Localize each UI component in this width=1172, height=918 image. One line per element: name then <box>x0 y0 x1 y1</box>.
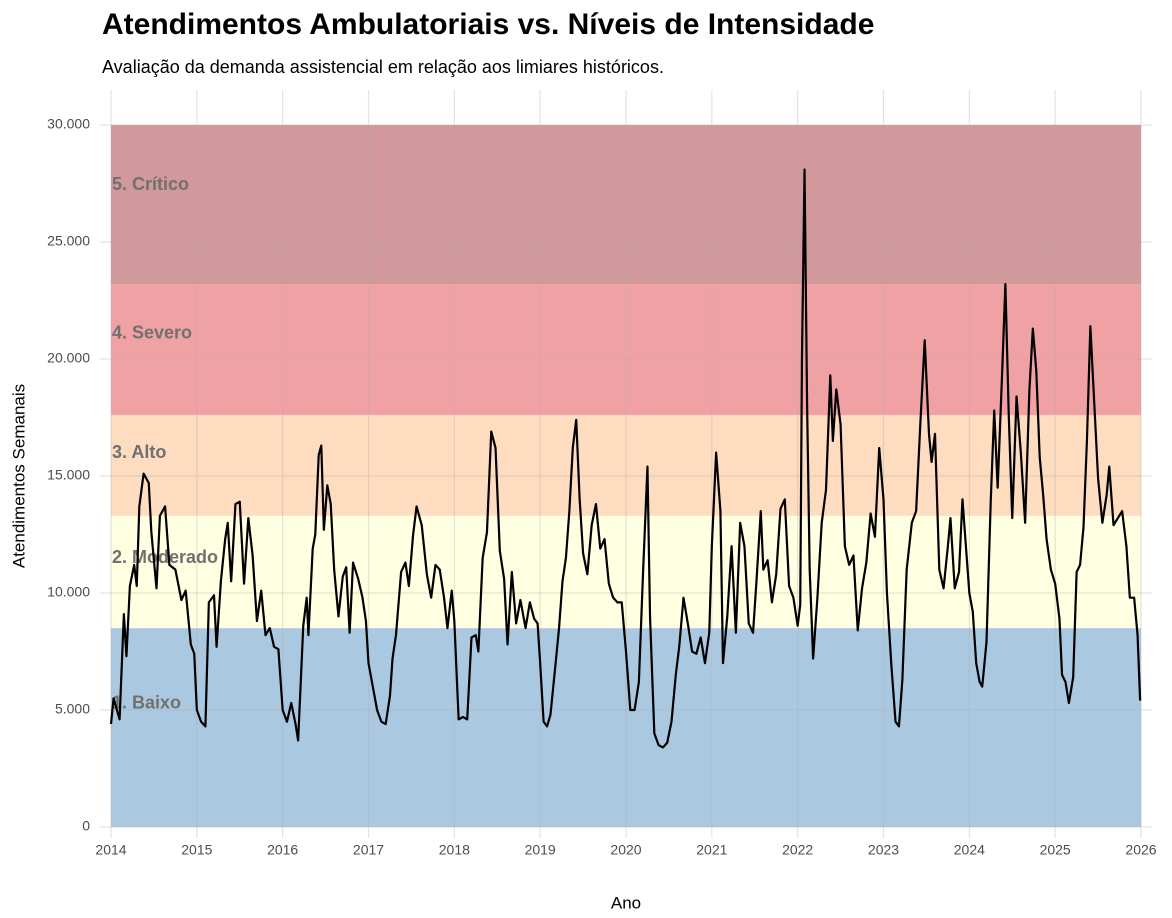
band-label: 5. Crítico <box>112 174 189 194</box>
band-label: 2. Moderado <box>112 547 218 567</box>
intensity-band <box>111 415 1141 516</box>
x-axis-label: Ano <box>611 893 641 912</box>
x-tick-label: 2025 <box>1040 842 1071 858</box>
chart-subtitle: Avaliação da demanda assistencial em rel… <box>102 57 664 77</box>
x-tick-label: 2015 <box>181 842 212 858</box>
y-tick-label: 10.000 <box>47 584 90 600</box>
series-line <box>109 168 1142 749</box>
x-tick-label: 2019 <box>525 842 556 858</box>
x-tick-label: 2023 <box>868 842 899 858</box>
band-label: 1. Baixo <box>112 692 181 712</box>
x-tick-label: 2021 <box>696 842 727 858</box>
band-label: 3. Alto <box>112 442 166 462</box>
band-label: 4. Severo <box>112 323 192 343</box>
intensity-band <box>111 125 1141 285</box>
y-tick-label: 15.000 <box>47 467 90 483</box>
y-tick-label: 30.000 <box>47 116 90 132</box>
y-tick-label: 25.000 <box>47 233 90 249</box>
intensity-band <box>111 515 1141 629</box>
x-tick-label: 2020 <box>610 842 641 858</box>
chart-title: Atendimentos Ambulatoriais vs. Níveis de… <box>102 8 874 41</box>
intensity-band <box>111 284 1141 416</box>
x-tick-label: 2024 <box>954 842 985 858</box>
x-tick-label: 2022 <box>782 842 813 858</box>
y-tick-label: 5.000 <box>55 701 90 717</box>
x-tick-label: 2017 <box>353 842 384 858</box>
x-tick-label: 2018 <box>439 842 470 858</box>
x-tick-label: 2014 <box>95 842 126 858</box>
y-axis-label: Atendimentos Semanais <box>9 384 28 568</box>
y-tick-label: 20.000 <box>47 350 90 366</box>
x-tick-label: 2016 <box>267 842 298 858</box>
x-tick-label: 2026 <box>1125 842 1156 858</box>
y-tick-label: 0 <box>82 818 90 834</box>
